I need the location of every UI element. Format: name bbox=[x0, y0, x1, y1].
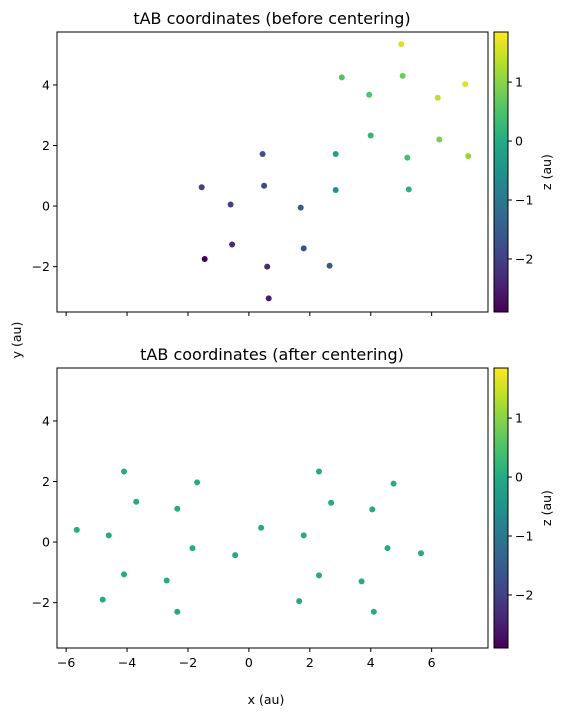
colorbar-tick-label: −1 bbox=[515, 193, 533, 208]
scatter-panel-before-centering: tAB coordinates (before centering) −2 0 2 4 bbox=[32, 9, 489, 316]
scatter-point bbox=[121, 468, 127, 475]
scatter-point bbox=[105, 532, 112, 539]
chart-title-before: tAB coordinates (before centering) bbox=[133, 9, 410, 28]
scatter-point bbox=[229, 241, 236, 248]
scatter-point bbox=[174, 608, 181, 615]
scatter-point bbox=[297, 204, 304, 211]
colorbar-tick-label: −2 bbox=[515, 587, 533, 602]
colorbar-ticks-before: 1 0 −1 −2 bbox=[508, 75, 533, 266]
scatter-panel-after-centering: tAB coordinates (after centering) −6 −4 −2… bbox=[32, 345, 489, 670]
colorbar-gradient-before bbox=[493, 31, 509, 313]
scatter-point bbox=[465, 153, 472, 160]
y-tick-label: 4 bbox=[42, 413, 50, 428]
scatter-point bbox=[265, 295, 272, 302]
scatter-point bbox=[194, 479, 201, 486]
scatter-points-after bbox=[73, 468, 424, 615]
plot-frame-after bbox=[56, 367, 489, 649]
colorbar-tick-label: 0 bbox=[515, 470, 523, 485]
scatter-point bbox=[434, 94, 441, 101]
plot-frame-before bbox=[56, 31, 489, 313]
y-axis-label: y (au) bbox=[9, 322, 24, 359]
scatter-point bbox=[300, 245, 307, 252]
scatter-point bbox=[332, 187, 339, 193]
scatter-point bbox=[189, 545, 196, 552]
colorbar-tick-label: −1 bbox=[515, 529, 533, 544]
scatter-point bbox=[264, 263, 271, 270]
scatter-point bbox=[436, 136, 443, 143]
colorbar-tick-label: −2 bbox=[515, 251, 533, 266]
scatter-point bbox=[369, 506, 376, 513]
scatter-point bbox=[296, 598, 303, 605]
scatter-point bbox=[404, 154, 411, 161]
y-tick-label: 0 bbox=[42, 535, 50, 550]
scatter-point bbox=[261, 182, 268, 189]
colorbar-after: 1 0 −1 −2 z (au) bbox=[493, 367, 554, 649]
y-tick-label: 4 bbox=[42, 77, 50, 92]
colorbar-before: 1 0 −1 −2 z (au) bbox=[493, 31, 554, 313]
scatter-point bbox=[366, 91, 373, 98]
colorbar-label-before: z (au) bbox=[539, 154, 554, 190]
scatter-point bbox=[174, 505, 181, 512]
scatter-point bbox=[133, 498, 140, 505]
scatter-point bbox=[358, 578, 365, 585]
scatter-point bbox=[227, 201, 234, 208]
scatter-point bbox=[398, 41, 405, 48]
scatter-point bbox=[326, 262, 333, 269]
scatter-point bbox=[370, 608, 377, 615]
x-axis-label: x (au) bbox=[248, 692, 285, 707]
y-tick-label: −2 bbox=[32, 595, 50, 610]
scatter-point bbox=[316, 572, 322, 579]
scatter-point bbox=[259, 151, 266, 157]
scatter-point bbox=[99, 596, 106, 603]
colorbar-ticks-after: 1 0 −1 −2 bbox=[508, 411, 533, 602]
colorbar-tick-label: 0 bbox=[515, 134, 523, 149]
scatter-point bbox=[462, 81, 469, 88]
colorbar-tick-label: 1 bbox=[515, 75, 523, 90]
scatter-point bbox=[405, 186, 412, 193]
scatter-point bbox=[332, 151, 339, 157]
chart-title-after: tAB coordinates (after centering) bbox=[140, 345, 404, 364]
colorbar-gradient-after bbox=[493, 367, 509, 649]
scatter-point bbox=[399, 72, 406, 79]
x-tick-label: 6 bbox=[428, 655, 436, 670]
scatter-point bbox=[328, 499, 335, 506]
scatter-point bbox=[384, 545, 391, 552]
x-tick-label: 4 bbox=[367, 655, 375, 670]
colorbar-label-after: z (au) bbox=[539, 490, 554, 526]
x-tick-label: 0 bbox=[245, 655, 253, 670]
scatter-point bbox=[300, 532, 307, 539]
scatter-point bbox=[73, 526, 80, 533]
scatter-point bbox=[232, 552, 239, 559]
scatter-point bbox=[258, 524, 265, 531]
scatter-point bbox=[163, 577, 170, 584]
scatter-point bbox=[367, 132, 374, 139]
y-tick-label: 2 bbox=[42, 138, 50, 153]
scatter-point bbox=[390, 480, 397, 487]
y-tick-label: 2 bbox=[42, 474, 50, 489]
x-tick-label: −2 bbox=[179, 655, 197, 670]
scatter-point bbox=[201, 256, 208, 262]
axis-ticks-after: −6 −4 −2 0 2 4 6 −2 0 2 4 bbox=[32, 413, 436, 670]
scatter-points-before bbox=[198, 41, 472, 302]
colorbar-tick-label: 1 bbox=[515, 411, 523, 426]
x-tick-label: 2 bbox=[306, 655, 314, 670]
x-tick-label: −6 bbox=[57, 655, 75, 670]
scatter-point bbox=[316, 468, 322, 475]
scatter-point bbox=[198, 184, 205, 191]
scatter-point bbox=[121, 571, 127, 578]
x-tick-label: −4 bbox=[118, 655, 136, 670]
y-tick-label: −2 bbox=[32, 259, 50, 274]
y-tick-label: 0 bbox=[42, 199, 50, 214]
axis-ticks-before: −2 0 2 4 bbox=[32, 77, 433, 316]
scatter-point bbox=[338, 74, 345, 81]
scatter-point bbox=[418, 550, 424, 557]
